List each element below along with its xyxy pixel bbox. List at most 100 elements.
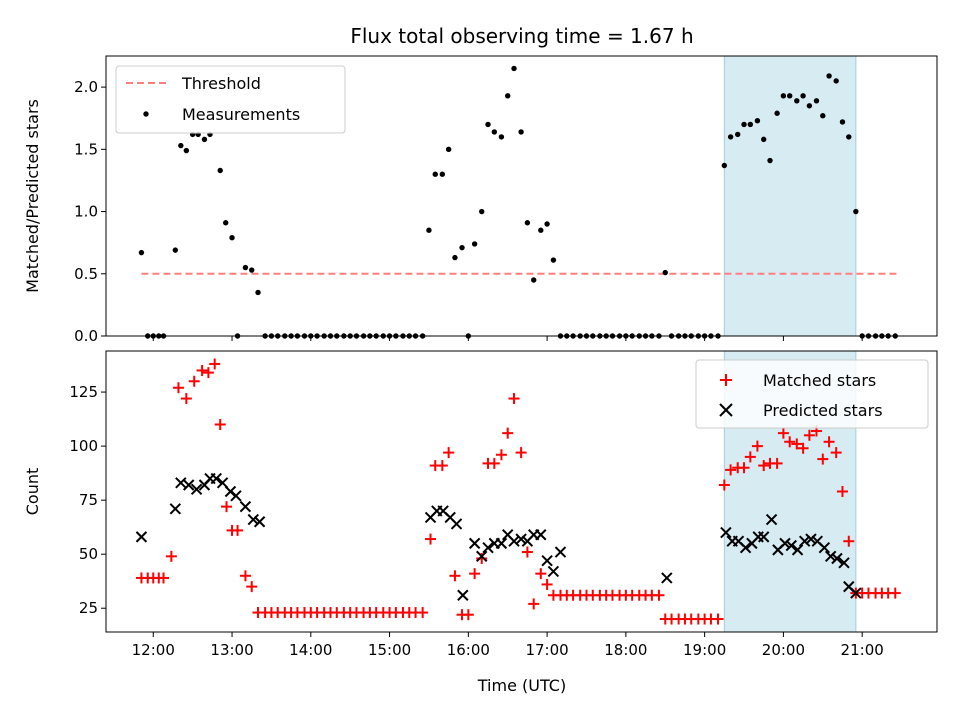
measurements-legend-marker (143, 111, 149, 117)
measurement-point (787, 93, 793, 99)
measurement-point (820, 113, 826, 119)
measurement-point (806, 103, 813, 109)
matched-star-point (515, 447, 527, 459)
x-axis-label: Time (UTC) (477, 676, 566, 695)
matched-star-point (521, 546, 533, 558)
matched-star-point (653, 589, 665, 601)
measurement-point (479, 208, 485, 215)
measurement-point (833, 78, 839, 84)
y-tick-label: 50 (79, 545, 98, 563)
measurement-point (794, 98, 800, 104)
matched-star-point (221, 501, 233, 513)
top-legend: Threshold Measurements (115, 65, 346, 134)
matched-star-point (784, 436, 796, 448)
x-tick-label: 17:00 (525, 641, 568, 659)
predicted-star-point (515, 533, 527, 545)
x-tick-label: 18:00 (604, 641, 647, 659)
measurement-point (826, 73, 832, 79)
matched-star-point (165, 550, 177, 562)
bottom-panel: 25 50 75 100 125 12:00 13:00 14:00 15:00 16:00 17… (23, 350, 938, 695)
matched-star-point (797, 442, 809, 454)
matched-star-point (443, 447, 455, 459)
x-tick-label: 13:00 (210, 641, 253, 659)
y-tick-label: 2.0 (74, 78, 98, 96)
matched-star-point (188, 375, 200, 387)
matched-star-point (541, 578, 553, 590)
matched-star-point (758, 460, 770, 472)
predicted-star-point (135, 531, 148, 543)
predicted-star-point (805, 533, 817, 545)
measurement-point (485, 121, 491, 128)
matched-star-point (803, 429, 815, 441)
measurement-point (459, 244, 465, 251)
matched-star-point (158, 572, 170, 584)
predicted-star-point (175, 477, 187, 489)
matched-star-point (502, 427, 514, 439)
y-tick-label: 1.5 (74, 140, 98, 158)
matched-star-point (712, 613, 724, 625)
matched-star-point (214, 418, 226, 430)
predicted-star-point (547, 565, 560, 578)
matched-star-point (425, 533, 437, 545)
matched-star-point (718, 479, 730, 491)
measurement-point (183, 147, 190, 154)
predicted-star-point (758, 531, 770, 543)
measurement-point (511, 65, 517, 72)
measurement-point (550, 257, 557, 263)
measurement-point (439, 171, 446, 177)
predicted-star-point (765, 513, 778, 526)
predicted-star-point (169, 503, 182, 515)
y-tick-label: 25 (79, 599, 98, 617)
measurement-point (853, 208, 859, 215)
measurement-point (767, 157, 773, 164)
measurement-point (491, 129, 498, 135)
y-tick-label: 0.5 (74, 265, 98, 283)
bottom-legend-box (695, 359, 929, 429)
threshold-legend-label: Threshold (181, 74, 261, 93)
predicted-star-point (239, 500, 252, 513)
predicted-star-point (535, 529, 547, 541)
predicted-star-point (210, 472, 222, 485)
matched-star-point (889, 587, 901, 599)
matched-star-point (209, 358, 221, 370)
measurement-point (229, 234, 235, 241)
predicted-star-point (450, 518, 463, 530)
predicted-legend-label: Predicted stars (763, 401, 883, 420)
matched-star-point (202, 367, 214, 379)
matched-star-point (777, 427, 789, 439)
matched-star-point (535, 568, 547, 580)
matched-star-point (469, 568, 481, 580)
matched-star-point (744, 451, 756, 463)
matched-star-point (196, 364, 208, 376)
measurement-point (531, 277, 537, 283)
top-y-axis-label: Matched/Predicted stars (23, 99, 42, 293)
measurement-point (754, 118, 761, 124)
measurement-point (249, 267, 255, 273)
measurement-point (445, 146, 452, 153)
observing-window-span (723, 55, 857, 337)
measurement-point (223, 220, 229, 226)
x-tick-label: 20:00 (762, 641, 805, 659)
matched-star-point (823, 436, 835, 448)
bottom-legend: Matched stars Predicted stars (695, 359, 929, 429)
predicted-star-point (785, 539, 797, 552)
measurement-point (255, 289, 261, 296)
matched-star-point (830, 447, 842, 459)
matched-star-point (476, 553, 488, 565)
bottom-plot-frame (105, 350, 938, 633)
measurement-point (178, 142, 184, 149)
predicted-star-point (554, 546, 567, 558)
chart-title: Flux total observing time = 1.67 h (350, 24, 693, 48)
predicted-star-point (791, 544, 804, 556)
measurement-point (774, 110, 780, 116)
matched-legend-marker (720, 374, 732, 386)
measurement-point (721, 162, 728, 169)
measurement-point (217, 167, 223, 174)
matched-star-point (246, 581, 258, 593)
measurement-point (747, 121, 754, 128)
matched-star-point (239, 570, 251, 582)
measurement-point (761, 136, 767, 143)
measurement-point (839, 119, 846, 125)
y-tick-label: 1.0 (74, 203, 98, 221)
